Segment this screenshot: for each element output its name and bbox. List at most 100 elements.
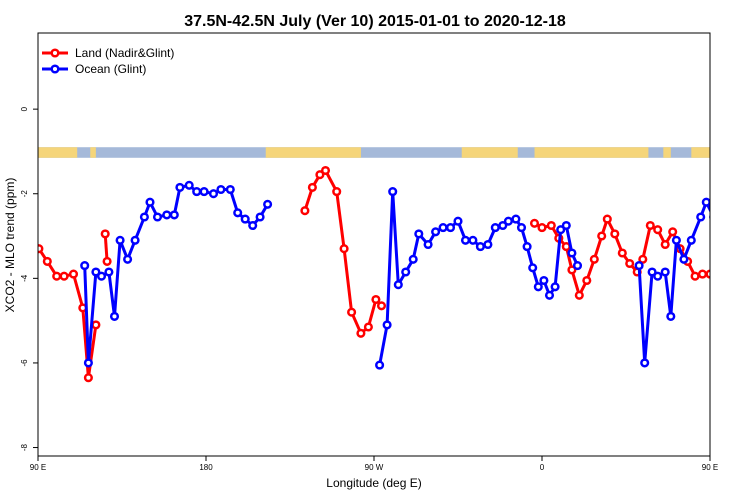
legend: Land (Nadir&Glint) Ocean (Glint) xyxy=(42,46,174,76)
data-point xyxy=(503,216,513,226)
x-tick-label: 90 E xyxy=(30,463,46,472)
data-point xyxy=(640,358,650,368)
data-point xyxy=(438,223,448,233)
chart-title: 37.5N-42.5N July (Ver 10) 2015-01-01 to … xyxy=(184,13,566,30)
data-point xyxy=(533,282,543,292)
data-point xyxy=(647,267,657,277)
data-point xyxy=(59,271,69,281)
data-point xyxy=(208,189,219,199)
data-point xyxy=(225,184,235,195)
data-point xyxy=(431,227,441,237)
data-point xyxy=(38,244,44,254)
land-band xyxy=(461,147,518,158)
data-point xyxy=(248,220,258,231)
data-point xyxy=(522,242,532,252)
data-point xyxy=(537,223,547,233)
data-point xyxy=(332,187,342,197)
data-point xyxy=(263,199,273,209)
data-point xyxy=(445,223,456,233)
plot-frame xyxy=(37,32,711,457)
data-point xyxy=(546,220,556,231)
land-band xyxy=(691,147,710,158)
data-point xyxy=(582,275,592,286)
data-point xyxy=(408,254,418,264)
land-band xyxy=(265,147,361,158)
data-point xyxy=(102,256,112,266)
data-point xyxy=(690,271,700,281)
x-axis-label: Longitude (deg E) xyxy=(326,476,421,490)
x-tick-label: 0 xyxy=(540,463,545,472)
data-point xyxy=(475,242,485,252)
data-point xyxy=(115,235,125,245)
data-point xyxy=(634,261,644,271)
data-point xyxy=(567,248,577,258)
data-point xyxy=(679,254,689,264)
data-point xyxy=(130,235,140,245)
y-tick-label: -4 xyxy=(20,274,29,282)
series-0 xyxy=(38,165,710,383)
x-tick-label: 90 W xyxy=(365,463,384,472)
ocean-band xyxy=(38,147,710,158)
data-point xyxy=(539,275,549,286)
data-point xyxy=(363,322,373,332)
data-point xyxy=(162,210,172,220)
x-tick-label: 90 E xyxy=(702,463,718,472)
data-point xyxy=(696,212,706,222)
data-point xyxy=(315,170,325,180)
data-point xyxy=(645,220,655,231)
legend-label: Land (Nadir&Glint) xyxy=(75,46,174,60)
data-point xyxy=(602,214,612,224)
data-point xyxy=(152,212,163,222)
data-point xyxy=(671,235,681,245)
data-point xyxy=(414,229,424,239)
data-point xyxy=(175,182,185,192)
legend-swatch-marker xyxy=(50,64,60,74)
data-point xyxy=(660,239,670,250)
data-point xyxy=(300,206,310,216)
data-point xyxy=(356,328,366,338)
series-layer xyxy=(38,165,710,383)
data-point xyxy=(544,290,555,300)
data-point xyxy=(653,225,663,235)
data-point xyxy=(382,320,392,330)
data-point xyxy=(668,227,678,237)
data-point xyxy=(393,280,403,290)
data-point xyxy=(567,265,577,275)
data-point xyxy=(460,235,471,245)
land-band xyxy=(90,147,96,158)
data-point xyxy=(490,223,500,233)
data-point xyxy=(307,182,317,192)
data-point xyxy=(109,311,120,321)
data-point xyxy=(625,258,635,269)
data-point xyxy=(453,216,463,226)
data-point xyxy=(483,239,493,250)
x-axis: 90 E 180 90 W 0 90 E xyxy=(30,456,718,472)
data-point xyxy=(91,320,101,330)
data-point xyxy=(199,187,209,197)
data-point xyxy=(347,307,357,317)
data-point xyxy=(145,197,155,207)
data-point xyxy=(701,197,710,207)
data-point xyxy=(498,220,508,231)
series-1 xyxy=(80,180,710,370)
data-point xyxy=(184,180,194,190)
data-point xyxy=(375,360,385,370)
data-point xyxy=(52,271,62,281)
data-point xyxy=(511,214,521,224)
data-point xyxy=(169,210,179,220)
data-point xyxy=(401,267,411,277)
series-line xyxy=(103,233,109,262)
data-point xyxy=(83,373,93,383)
data-point xyxy=(572,261,583,271)
data-point xyxy=(255,212,265,222)
data-point xyxy=(80,261,90,271)
data-point xyxy=(516,223,527,233)
land-ocean-strip xyxy=(38,147,710,158)
data-point xyxy=(139,212,149,222)
data-point xyxy=(709,214,710,220)
data-point xyxy=(705,269,710,279)
data-point xyxy=(192,187,202,197)
data-point xyxy=(597,231,607,241)
data-point xyxy=(574,290,584,300)
data-point xyxy=(666,311,676,321)
